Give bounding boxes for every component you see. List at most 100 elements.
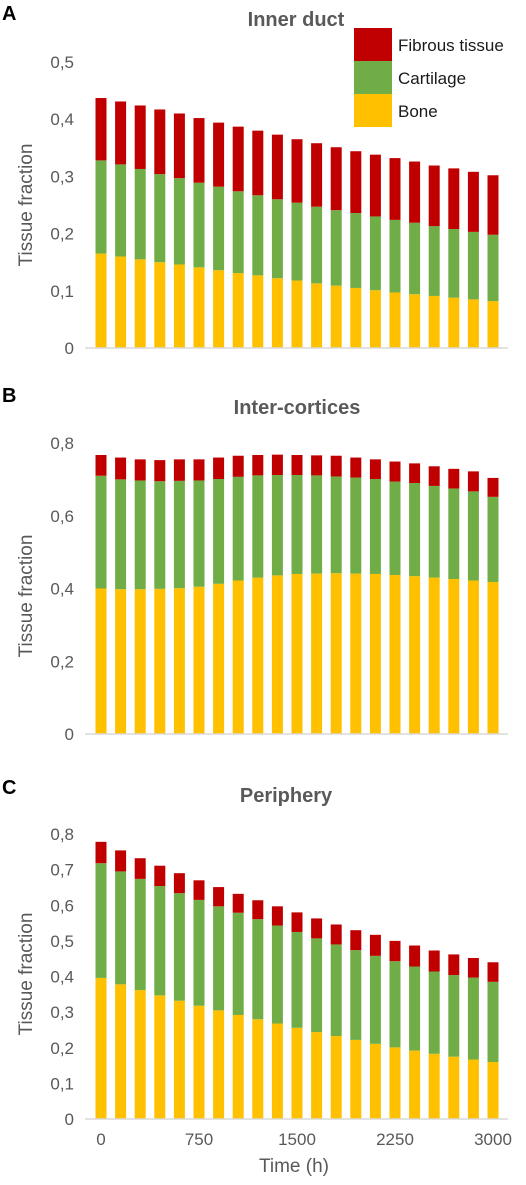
bar-segment-fibrous	[330, 924, 342, 945]
y-tick-label: 0,6	[50, 896, 74, 915]
bar-segment-cartilage	[115, 871, 127, 985]
bar-segment-bone	[291, 573, 303, 734]
bar-segment-cartilage	[409, 966, 421, 1051]
bar-segment-fibrous	[232, 893, 244, 913]
bar-segment-fibrous	[311, 143, 323, 207]
y-axis-label: Tissue fraction	[16, 144, 37, 267]
bar-segment-fibrous	[232, 455, 244, 477]
bar-segment-cartilage	[193, 182, 205, 268]
bar-segment-cartilage	[193, 480, 205, 587]
bar-segment-cartilage	[467, 977, 479, 1060]
bar-segment-cartilage	[173, 480, 185, 589]
bar-segment-cartilage	[213, 479, 225, 584]
bar-segment-cartilage	[115, 164, 127, 257]
bar-segment-cartilage	[271, 199, 283, 279]
bar-segment-fibrous	[311, 918, 323, 939]
bar-segment-bone	[409, 576, 421, 734]
bar-segment-fibrous	[369, 459, 381, 480]
bar-segment-fibrous	[134, 858, 146, 879]
bar-segment-fibrous	[350, 457, 362, 478]
bar-segment-fibrous	[154, 460, 166, 482]
y-tick-label: 0,3	[50, 1003, 74, 1022]
bar-segment-fibrous	[389, 461, 401, 482]
bar-segment-fibrous	[173, 113, 185, 179]
bar-segment-cartilage	[369, 479, 381, 574]
bar-segment-fibrous	[115, 850, 127, 872]
bar-segment-fibrous	[193, 459, 205, 481]
bar-segment-cartilage	[369, 955, 381, 1044]
bar-segment-fibrous	[389, 158, 401, 220]
bar-segment-cartilage	[213, 186, 225, 271]
bar-segment-cartilage	[448, 229, 460, 298]
bar-segment-fibrous	[252, 900, 264, 920]
bar-segment-bone	[252, 577, 264, 734]
y-tick-label: 0,7	[50, 861, 74, 880]
bar-segment-bone	[350, 287, 362, 348]
panel-letter: B	[2, 385, 16, 407]
legend-label-cartilage: Cartilage	[398, 69, 466, 88]
bar-segment-fibrous	[330, 455, 342, 477]
bar-segment-cartilage	[134, 168, 146, 260]
bar-segment-bone	[134, 990, 146, 1119]
bar-segment-fibrous	[232, 126, 244, 192]
bar-segment-cartilage	[487, 496, 499, 582]
bar-segment-cartilage	[115, 479, 127, 590]
bar-segment-cartilage	[271, 925, 283, 1024]
bar-segment-bone	[154, 262, 166, 348]
bar-segment-fibrous	[95, 455, 107, 476]
bar-segment-bone	[154, 995, 166, 1119]
legend: Fibrous tissue Cartilage Bone	[354, 28, 504, 127]
bar-segment-fibrous	[428, 950, 440, 972]
bar-segment-bone	[467, 1059, 479, 1119]
bar-segment-bone	[311, 573, 323, 734]
bar-segment-bone	[271, 575, 283, 734]
bar-segment-cartilage	[291, 931, 303, 1028]
bar-segment-fibrous	[428, 165, 440, 227]
bar-segment-fibrous	[252, 455, 264, 476]
x-tick-label: 0	[96, 1130, 105, 1149]
bar-segment-cartilage	[369, 216, 381, 291]
bar-segment-cartilage	[232, 912, 244, 1015]
bar-segment-fibrous	[467, 171, 479, 232]
bar-segment-bone	[369, 1043, 381, 1119]
bar-segment-cartilage	[330, 944, 342, 1036]
bar-segment-fibrous	[193, 118, 205, 183]
chart-title: Inner duct	[248, 9, 345, 31]
y-tick-labels: 0 0,1 0,2 0,3 0,4 0,5	[50, 53, 74, 358]
x-tick-labels: 0 750 1500 2250 3000	[96, 1130, 512, 1149]
bar-segment-fibrous	[311, 455, 323, 476]
bar-segment-fibrous	[350, 930, 362, 951]
bar-segment-bone	[193, 267, 205, 348]
bar-segment-bone	[487, 581, 499, 734]
bar-segment-bone	[95, 977, 107, 1119]
bar-segment-fibrous	[487, 477, 499, 497]
bar-segment-bone	[291, 1027, 303, 1119]
bar-segment-cartilage	[271, 475, 283, 576]
bar-segment-cartilage	[350, 950, 362, 1040]
legend-swatch-fibrous	[354, 28, 392, 61]
bar-segment-bone	[311, 283, 323, 348]
bar-segment-bone	[173, 264, 185, 348]
bar-segment-cartilage	[134, 878, 146, 991]
bar-segment-fibrous	[95, 841, 107, 864]
bar-segment-bone	[213, 583, 225, 734]
y-tick-label: 0,8	[50, 825, 74, 844]
bar-segment-fibrous	[487, 962, 499, 982]
bar-segment-fibrous	[330, 147, 342, 211]
bar-segment-cartilage	[448, 488, 460, 580]
bar-segment-cartilage	[173, 893, 185, 1001]
bar-segment-fibrous	[291, 912, 303, 932]
bar-segment-fibrous	[409, 945, 421, 967]
bar-stacks	[95, 841, 499, 1119]
bar-segment-cartilage	[291, 202, 303, 281]
bar-segment-cartilage	[487, 981, 499, 1062]
bar-segment-fibrous	[291, 139, 303, 203]
y-tick-label: 0,4	[50, 968, 74, 987]
bar-segment-cartilage	[467, 491, 479, 581]
bar-segment-cartilage	[330, 476, 342, 574]
bar-segment-cartilage	[428, 971, 440, 1054]
bar-segment-bone	[369, 573, 381, 734]
bar-segment-cartilage	[95, 863, 107, 978]
bar-segment-fibrous	[95, 98, 107, 161]
